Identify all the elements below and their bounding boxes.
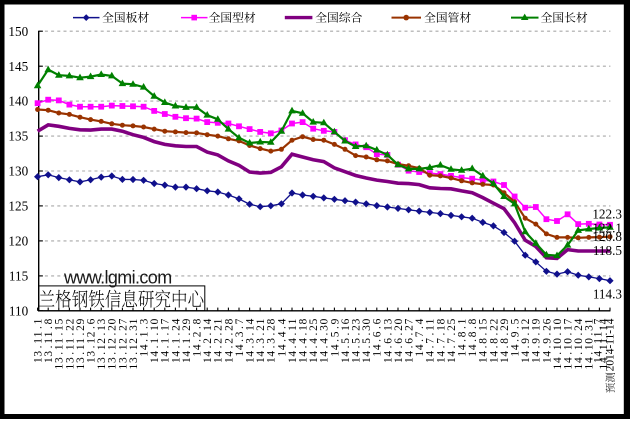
svg-text:115: 115: [9, 269, 29, 284]
svg-text:122.1: 122.1: [592, 221, 622, 236]
svg-text:14.1.3: 14.1.3: [139, 318, 151, 356]
svg-text:120: 120: [8, 234, 28, 249]
svg-text:14.5.16: 14.5.16: [340, 318, 352, 363]
svg-text:130: 130: [8, 164, 28, 179]
svg-text:13.11.15: 13.11.15: [54, 318, 66, 369]
svg-text:14.4.30: 14.4.30: [319, 318, 331, 363]
svg-text:145: 145: [8, 59, 28, 74]
svg-text:122.3: 122.3: [592, 207, 622, 222]
svg-text:13.12.31: 13.12.31: [128, 318, 140, 369]
svg-text:13.11.1: 13.11.1: [33, 318, 45, 363]
svg-text:114.3: 114.3: [593, 286, 623, 301]
svg-text:125: 125: [8, 199, 28, 214]
svg-text:14.11.7: 14.11.7: [592, 318, 604, 363]
svg-text:14.2.14: 14.2.14: [202, 318, 214, 363]
svg-text:14.6.13: 14.6.13: [382, 318, 394, 363]
svg-text:14.3.7: 14.3.7: [234, 318, 246, 356]
svg-text:14.2.21: 14.2.21: [213, 318, 225, 363]
svg-text:140: 140: [8, 94, 28, 109]
svg-text:150: 150: [8, 24, 28, 39]
svg-text:14.4.18: 14.4.18: [298, 318, 310, 363]
svg-text:14.1.24: 14.1.24: [170, 318, 182, 363]
svg-text:14.8.8: 14.8.8: [467, 318, 479, 356]
svg-text:2014-11-14: 2014-11-14: [605, 318, 617, 371]
svg-text:118.5: 118.5: [593, 243, 623, 258]
svg-text:14.8.15: 14.8.15: [478, 318, 490, 363]
svg-text:14.7.11: 14.7.11: [425, 318, 437, 363]
svg-text:14.1.10: 14.1.10: [149, 318, 161, 363]
svg-text:14.4.4: 14.4.4: [276, 318, 288, 356]
svg-text:110: 110: [9, 303, 29, 318]
svg-text:14.3.28: 14.3.28: [266, 318, 278, 363]
svg-text:14.9.26: 14.9.26: [541, 318, 553, 363]
svg-text:14.6.27: 14.6.27: [404, 318, 416, 363]
svg-text:www.lgmi.com: www.lgmi.com: [63, 267, 172, 287]
svg-text:14.8.22: 14.8.22: [488, 318, 500, 363]
svg-text:14.1.29: 14.1.29: [181, 318, 193, 363]
svg-text:14.5.9: 14.5.9: [329, 318, 341, 356]
svg-text:13.12.6: 13.12.6: [86, 318, 98, 363]
svg-text:14.9.19: 14.9.19: [531, 318, 543, 363]
svg-text:14.4.11: 14.4.11: [287, 318, 299, 363]
svg-text:14.7.18: 14.7.18: [435, 318, 447, 363]
svg-text:14.9.5: 14.9.5: [510, 318, 522, 356]
svg-text:14.1.17: 14.1.17: [160, 318, 172, 363]
svg-text:14.5.30: 14.5.30: [361, 318, 373, 363]
svg-text:14.2.28: 14.2.28: [223, 318, 235, 363]
svg-text:14.9.12: 14.9.12: [520, 318, 532, 363]
svg-text:14.4.25: 14.4.25: [308, 318, 320, 363]
svg-text:14.6.6: 14.6.6: [372, 318, 384, 356]
svg-text:14.7.25: 14.7.25: [446, 318, 458, 363]
svg-text:14.3.21: 14.3.21: [255, 318, 267, 363]
svg-text:13.11.8: 13.11.8: [43, 318, 55, 363]
svg-text:14.8.29: 14.8.29: [499, 318, 511, 363]
svg-text:14.2.8: 14.2.8: [192, 318, 204, 356]
svg-text:14.5.23: 14.5.23: [351, 318, 363, 363]
svg-text:14.3.14: 14.3.14: [245, 318, 257, 363]
svg-text:14.8.1: 14.8.1: [457, 318, 469, 356]
svg-text:14.6.20: 14.6.20: [393, 318, 405, 363]
svg-text:135: 135: [8, 129, 28, 144]
svg-text:14.7.4: 14.7.4: [414, 318, 426, 356]
svg-text:120.8: 120.8: [592, 229, 622, 244]
